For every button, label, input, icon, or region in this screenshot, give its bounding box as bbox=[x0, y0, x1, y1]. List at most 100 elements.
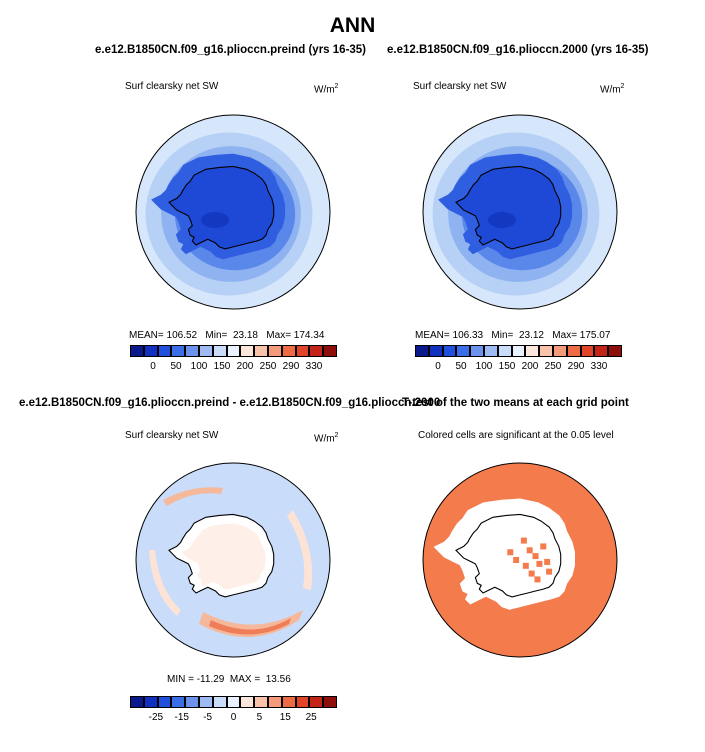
colorbar-swatch bbox=[309, 345, 324, 357]
colorbar-swatch bbox=[594, 345, 609, 357]
ice-shelf bbox=[488, 212, 516, 228]
colorbar-swatch bbox=[199, 345, 213, 357]
colorbar-tick-label: 0 bbox=[150, 361, 156, 372]
colorbar-swatch bbox=[171, 696, 186, 708]
colorbar-tick-label: 25 bbox=[305, 712, 317, 723]
colorbar-tick-label: -15 bbox=[174, 712, 189, 723]
colorbar-swatch bbox=[268, 696, 282, 708]
y2000-colorbar bbox=[415, 345, 622, 357]
bottom-right-ttest-title: T-test of the two means at each grid poi… bbox=[402, 397, 629, 409]
ttest-subtitle: Colored cells are significant at the 0.0… bbox=[418, 430, 614, 441]
colorbar-swatch bbox=[470, 345, 484, 357]
diff-units: W/m2 bbox=[314, 432, 339, 445]
colorbar-swatch bbox=[323, 696, 337, 708]
colorbar-swatch bbox=[323, 345, 337, 357]
map-border bbox=[135, 462, 331, 658]
colorbar-swatch bbox=[580, 345, 595, 357]
colorbar-tick-label: 100 bbox=[190, 361, 208, 372]
colorbar-tick-label: 150 bbox=[213, 361, 231, 372]
significant-cell bbox=[546, 568, 553, 575]
colorbar-swatch bbox=[254, 696, 268, 708]
colorbar-swatch bbox=[199, 696, 213, 708]
diff-variable-label: Surf clearsky net SW bbox=[125, 430, 219, 441]
colorbar-tick-label: 330 bbox=[590, 361, 608, 372]
y2000-colorbar-labels: 0 50 100 150 200 250 290 330 bbox=[415, 361, 622, 373]
map-border bbox=[422, 462, 618, 658]
significant-cell bbox=[513, 557, 520, 563]
colorbar-swatch bbox=[295, 345, 310, 357]
colorbar-tick-label: 200 bbox=[236, 361, 254, 372]
colorbar-swatch bbox=[185, 696, 199, 708]
y2000-stats: MEAN= 106.33 Min= 23.12 Max= 175.07 bbox=[415, 330, 611, 341]
y2000-units: W/m2 bbox=[600, 83, 625, 96]
colorbar-tick-label: -25 bbox=[148, 712, 164, 723]
colorbar-swatch bbox=[212, 696, 227, 708]
colorbar-swatch bbox=[525, 345, 540, 357]
significant-cell bbox=[540, 543, 547, 550]
colorbar-tick-label: 330 bbox=[305, 361, 323, 372]
y2000-variable-label: Surf clearsky net SW bbox=[413, 81, 507, 92]
colorbar-swatch bbox=[281, 696, 296, 708]
colorbar-tick-label: 15 bbox=[279, 712, 291, 723]
colorbar-tick-label: 250 bbox=[259, 361, 277, 372]
colorbar-swatch bbox=[566, 345, 581, 357]
map-border bbox=[135, 114, 331, 310]
colorbar-tick-label: 290 bbox=[282, 361, 300, 372]
colorbar-tick-label: 5 bbox=[256, 712, 263, 723]
colorbar-swatch bbox=[268, 345, 282, 357]
colorbar-swatch bbox=[240, 696, 255, 708]
significant-cell bbox=[507, 549, 514, 556]
top-left-case-title: e.e12.B1850CN.f09_g16.plioccn.preind (yr… bbox=[95, 44, 367, 56]
colorbar-swatch bbox=[428, 345, 443, 357]
significant-cell bbox=[520, 537, 527, 544]
colorbar-tick-label: 250 bbox=[544, 361, 562, 372]
ice-shelf bbox=[201, 212, 229, 228]
colorbar-swatch bbox=[608, 345, 622, 357]
colorbar-tick-label: 290 bbox=[567, 361, 585, 372]
colorbar-swatch bbox=[130, 345, 144, 357]
colorbar-swatch bbox=[157, 696, 172, 708]
preind-colorbar bbox=[130, 345, 337, 357]
significant-cell bbox=[544, 558, 551, 565]
colorbar-swatch bbox=[226, 345, 241, 357]
preind-units: W/m2 bbox=[314, 83, 339, 96]
colorbar-swatch bbox=[442, 345, 457, 357]
colorbar-swatch bbox=[295, 696, 310, 708]
map-border bbox=[422, 114, 618, 310]
colorbar-swatch bbox=[415, 345, 429, 357]
colorbar-tick-label: 200 bbox=[521, 361, 539, 372]
colorbar-tick-label: -5 bbox=[203, 712, 213, 723]
top-right-case-title: e.e12.B1850CN.f09_g16.plioccn.2000 (yrs … bbox=[387, 44, 649, 56]
diff-colorbar bbox=[130, 696, 337, 708]
colorbar-tick-label: 50 bbox=[455, 361, 467, 372]
figure-title: ANN bbox=[329, 14, 376, 37]
colorbar-swatch bbox=[497, 345, 512, 357]
colorbar-swatch bbox=[254, 345, 268, 357]
colorbar-swatch bbox=[553, 345, 567, 357]
colorbar-swatch bbox=[185, 345, 199, 357]
colorbar-swatch bbox=[130, 696, 144, 708]
preind-variable-label: Surf clearsky net SW bbox=[125, 81, 219, 92]
significant-cell bbox=[534, 576, 541, 583]
colorbar-swatch bbox=[539, 345, 553, 357]
significant-cell bbox=[528, 570, 535, 577]
significant-cell bbox=[532, 553, 539, 560]
colorbar-swatch bbox=[226, 696, 241, 708]
positive-anomaly bbox=[287, 510, 313, 590]
diff-stats: MIN = -11.29 MAX = 13.56 bbox=[167, 674, 291, 685]
colorbar-tick-label: 0 bbox=[230, 712, 237, 723]
positive-anomaly bbox=[163, 487, 223, 506]
colorbar-tick-label: 50 bbox=[170, 361, 182, 372]
colorbar-swatch bbox=[171, 345, 186, 357]
positive-anomaly bbox=[149, 550, 181, 616]
colorbar-swatch bbox=[240, 345, 255, 357]
colorbar-swatch bbox=[309, 696, 324, 708]
antarctica-coastline bbox=[168, 165, 275, 250]
significant-cell bbox=[526, 547, 533, 554]
bottom-left-diff-title: e.e12.B1850CN.f09_g16.plioccn.preind - e… bbox=[19, 397, 441, 409]
colorbar-swatch bbox=[511, 345, 526, 357]
